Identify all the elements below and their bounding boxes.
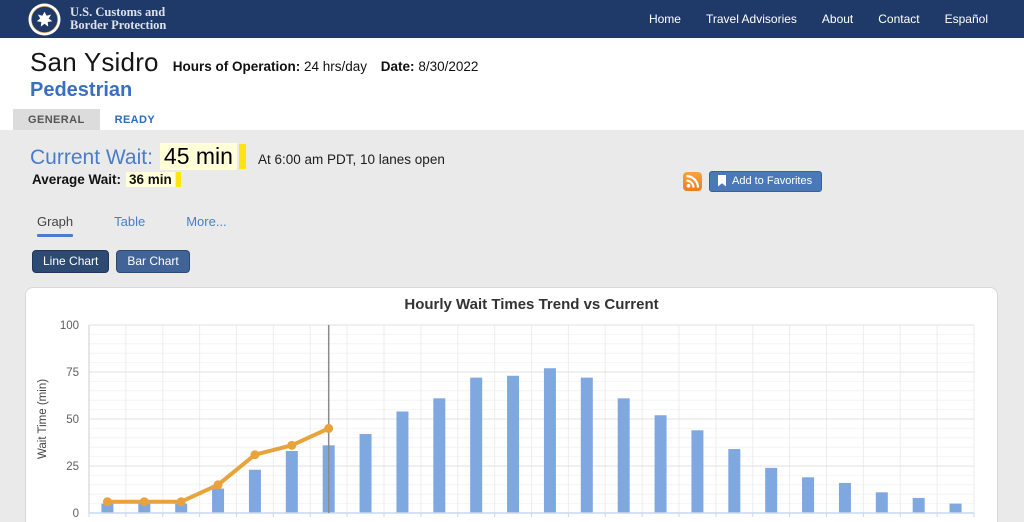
chart-type-buttons: Line Chart Bar Chart bbox=[32, 250, 1024, 273]
top-nav: Home Travel Advisories About Contact Esp… bbox=[649, 12, 988, 26]
bookmark-icon bbox=[718, 175, 726, 187]
svg-text:50: 50 bbox=[66, 414, 79, 426]
bar-chart-button[interactable]: Bar Chart bbox=[116, 250, 190, 273]
average-wait-value: 36 min bbox=[126, 172, 175, 187]
date-label: Date: bbox=[380, 59, 415, 74]
nav-home[interactable]: Home bbox=[648, 12, 681, 26]
nav-espanol[interactable]: Español bbox=[944, 12, 988, 26]
svg-text:100: 100 bbox=[60, 320, 79, 332]
crossing-type: Pedestrian bbox=[30, 79, 133, 101]
lane-tabs: GENERAL READY bbox=[13, 109, 1024, 130]
svg-text:75: 75 bbox=[66, 367, 79, 379]
tab-general[interactable]: GENERAL bbox=[13, 109, 100, 130]
svg-text:Hourly Wait Times Trend vs Cur: Hourly Wait Times Trend vs Current bbox=[404, 296, 658, 313]
tab-ready[interactable]: READY bbox=[114, 114, 156, 126]
current-wait-label: Current Wait: bbox=[30, 146, 153, 169]
add-to-favorites-button[interactable]: Add to Favorites bbox=[709, 171, 823, 192]
subtab-more[interactable]: More... bbox=[186, 214, 227, 229]
nav-about[interactable]: About bbox=[821, 12, 854, 26]
svg-text:25: 25 bbox=[66, 461, 79, 473]
port-header: San Ysidro Hours of Operation: 24 hrs/da… bbox=[0, 38, 1024, 102]
rss-icon[interactable] bbox=[683, 172, 702, 191]
agency-name: U.S. Customs and Border Protection bbox=[70, 4, 167, 32]
wait-summary: Current Wait: 45 min At 6:00 am PDT, 10 … bbox=[0, 130, 1024, 187]
current-wait-value: 45 min bbox=[159, 143, 237, 170]
current-wait-condition: At 6:00 am PDT, 10 lanes open bbox=[257, 152, 445, 167]
subtab-table[interactable]: Table bbox=[114, 214, 146, 229]
highlight-marker bbox=[175, 172, 181, 187]
view-subtabs: Graph Table More... bbox=[30, 214, 1024, 237]
cbp-seal-logo bbox=[28, 2, 61, 36]
utility-actions: Add to Favorites bbox=[683, 171, 823, 192]
port-name: San Ysidro bbox=[30, 47, 159, 77]
subtab-graph[interactable]: Graph bbox=[30, 214, 80, 237]
svg-text:Wait Time (min): Wait Time (min) bbox=[37, 379, 49, 459]
chart-card: 0255075100Midnight1 am2 am3 am4 am5 am6 … bbox=[25, 287, 998, 522]
average-wait-label: Average Wait: bbox=[32, 172, 122, 187]
nav-contact[interactable]: Contact bbox=[878, 12, 920, 26]
hours-of-operation-value: 24 hrs/day bbox=[303, 59, 368, 74]
content-panel: Current Wait: 45 min At 6:00 am PDT, 10 … bbox=[0, 130, 1024, 522]
hours-of-operation-label: Hours of Operation: bbox=[172, 59, 301, 74]
highlight-marker bbox=[238, 144, 246, 169]
date-value: 8/30/2022 bbox=[418, 59, 479, 74]
hourly-wait-times-chart: 0255075100Midnight1 am2 am3 am4 am5 am6 … bbox=[37, 296, 975, 520]
line-chart-button[interactable]: Line Chart bbox=[32, 250, 110, 273]
svg-text:0: 0 bbox=[73, 508, 79, 520]
port-meta: Hours of Operation: 24 hrs/day Date: 8/3… bbox=[173, 59, 489, 74]
add-to-favorites-label: Add to Favorites bbox=[732, 175, 813, 187]
nav-travel-advisories[interactable]: Travel Advisories bbox=[705, 12, 797, 26]
top-navbar: U.S. Customs and Border Protection Home … bbox=[0, 0, 1024, 38]
active-tab-underline bbox=[37, 234, 74, 237]
